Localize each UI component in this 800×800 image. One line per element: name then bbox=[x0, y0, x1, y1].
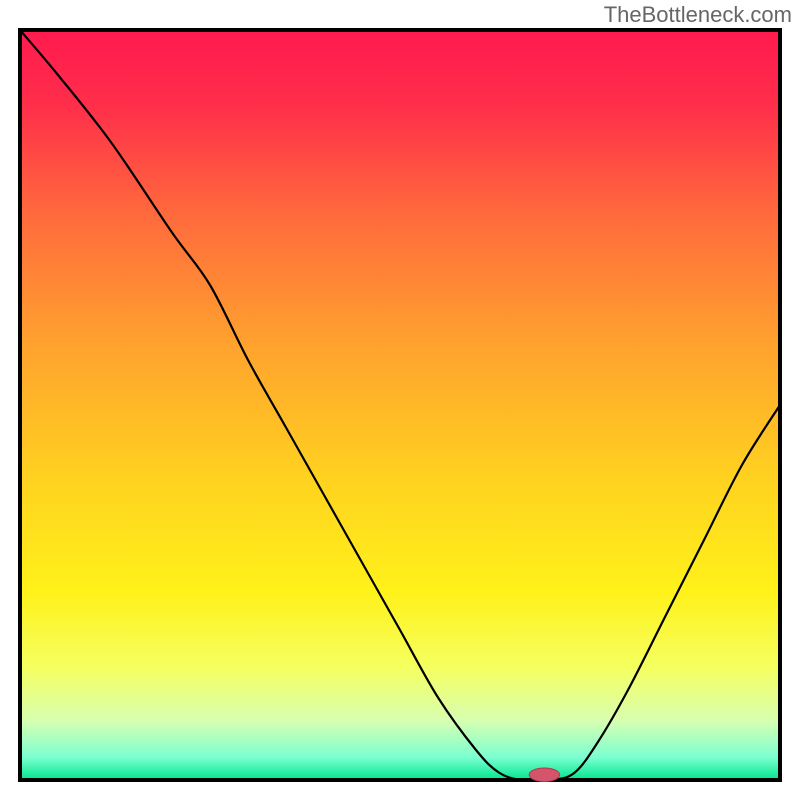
watermark-text: TheBottleneck.com bbox=[604, 2, 792, 28]
plot-background bbox=[20, 30, 780, 780]
bottleneck-chart bbox=[0, 0, 800, 800]
chart-container: TheBottleneck.com bbox=[0, 0, 800, 800]
optimal-marker bbox=[529, 768, 559, 782]
